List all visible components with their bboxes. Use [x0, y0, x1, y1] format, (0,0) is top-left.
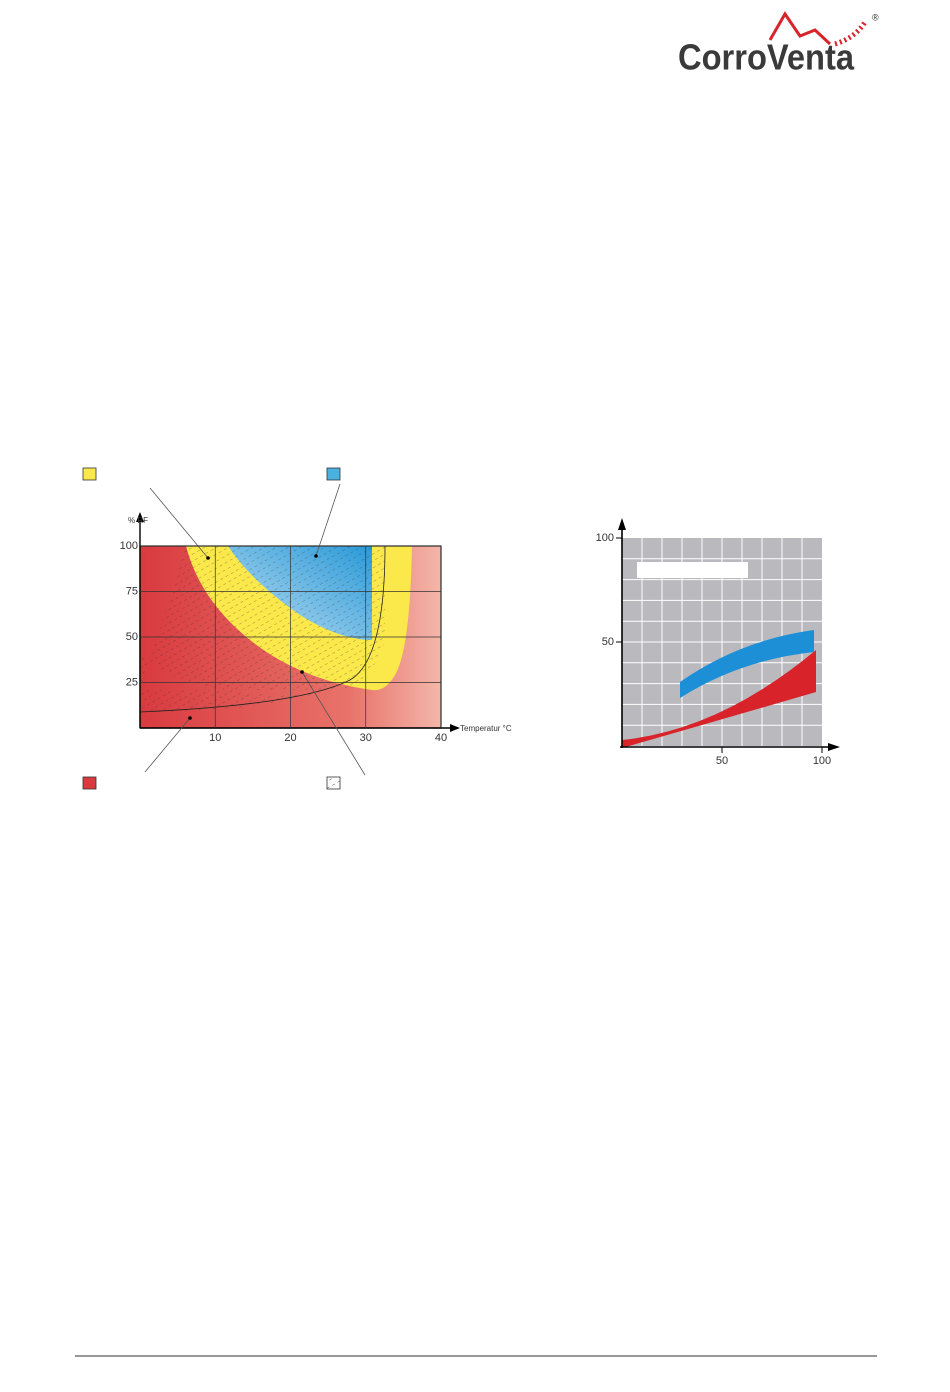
- logo-text: CorroVenta: [678, 37, 855, 78]
- x-tick-label: 40: [435, 732, 447, 744]
- y-tick-label: 100: [596, 532, 614, 544]
- band-red: [622, 650, 816, 748]
- y-arrow: [136, 512, 144, 522]
- x-axis-label: Temperatur °C: [460, 724, 512, 733]
- y-tick-label: 75: [126, 585, 138, 597]
- legend-hatched: [326, 776, 341, 790]
- band-blue: [680, 630, 814, 698]
- y-axis-label: % RF: [128, 516, 148, 525]
- leader-dots: [188, 554, 318, 720]
- x-tick-label: 100: [813, 755, 831, 767]
- y-tick-label: 25: [126, 676, 138, 688]
- logo-registered: ®: [872, 12, 879, 22]
- y-arrow: [618, 518, 626, 530]
- x-arrow: [828, 743, 840, 751]
- boundary-curve: [139, 545, 386, 713]
- y-tick-label: 50: [602, 636, 614, 648]
- y-tick-label: 50: [126, 631, 138, 643]
- legend-yellow: [82, 467, 97, 481]
- label-box: [637, 562, 748, 578]
- x-tick-label: 30: [360, 732, 372, 744]
- legend-red: [82, 776, 97, 790]
- x-tick-label: 50: [716, 755, 728, 767]
- y-tick-label: 100: [120, 540, 138, 552]
- legend-blue: [326, 467, 341, 481]
- x-tick-label: 20: [284, 732, 296, 744]
- logo-mark: [768, 11, 832, 46]
- x-arrow: [450, 724, 460, 732]
- x-tick-label: 10: [209, 732, 221, 744]
- region-hatched: [140, 546, 385, 712]
